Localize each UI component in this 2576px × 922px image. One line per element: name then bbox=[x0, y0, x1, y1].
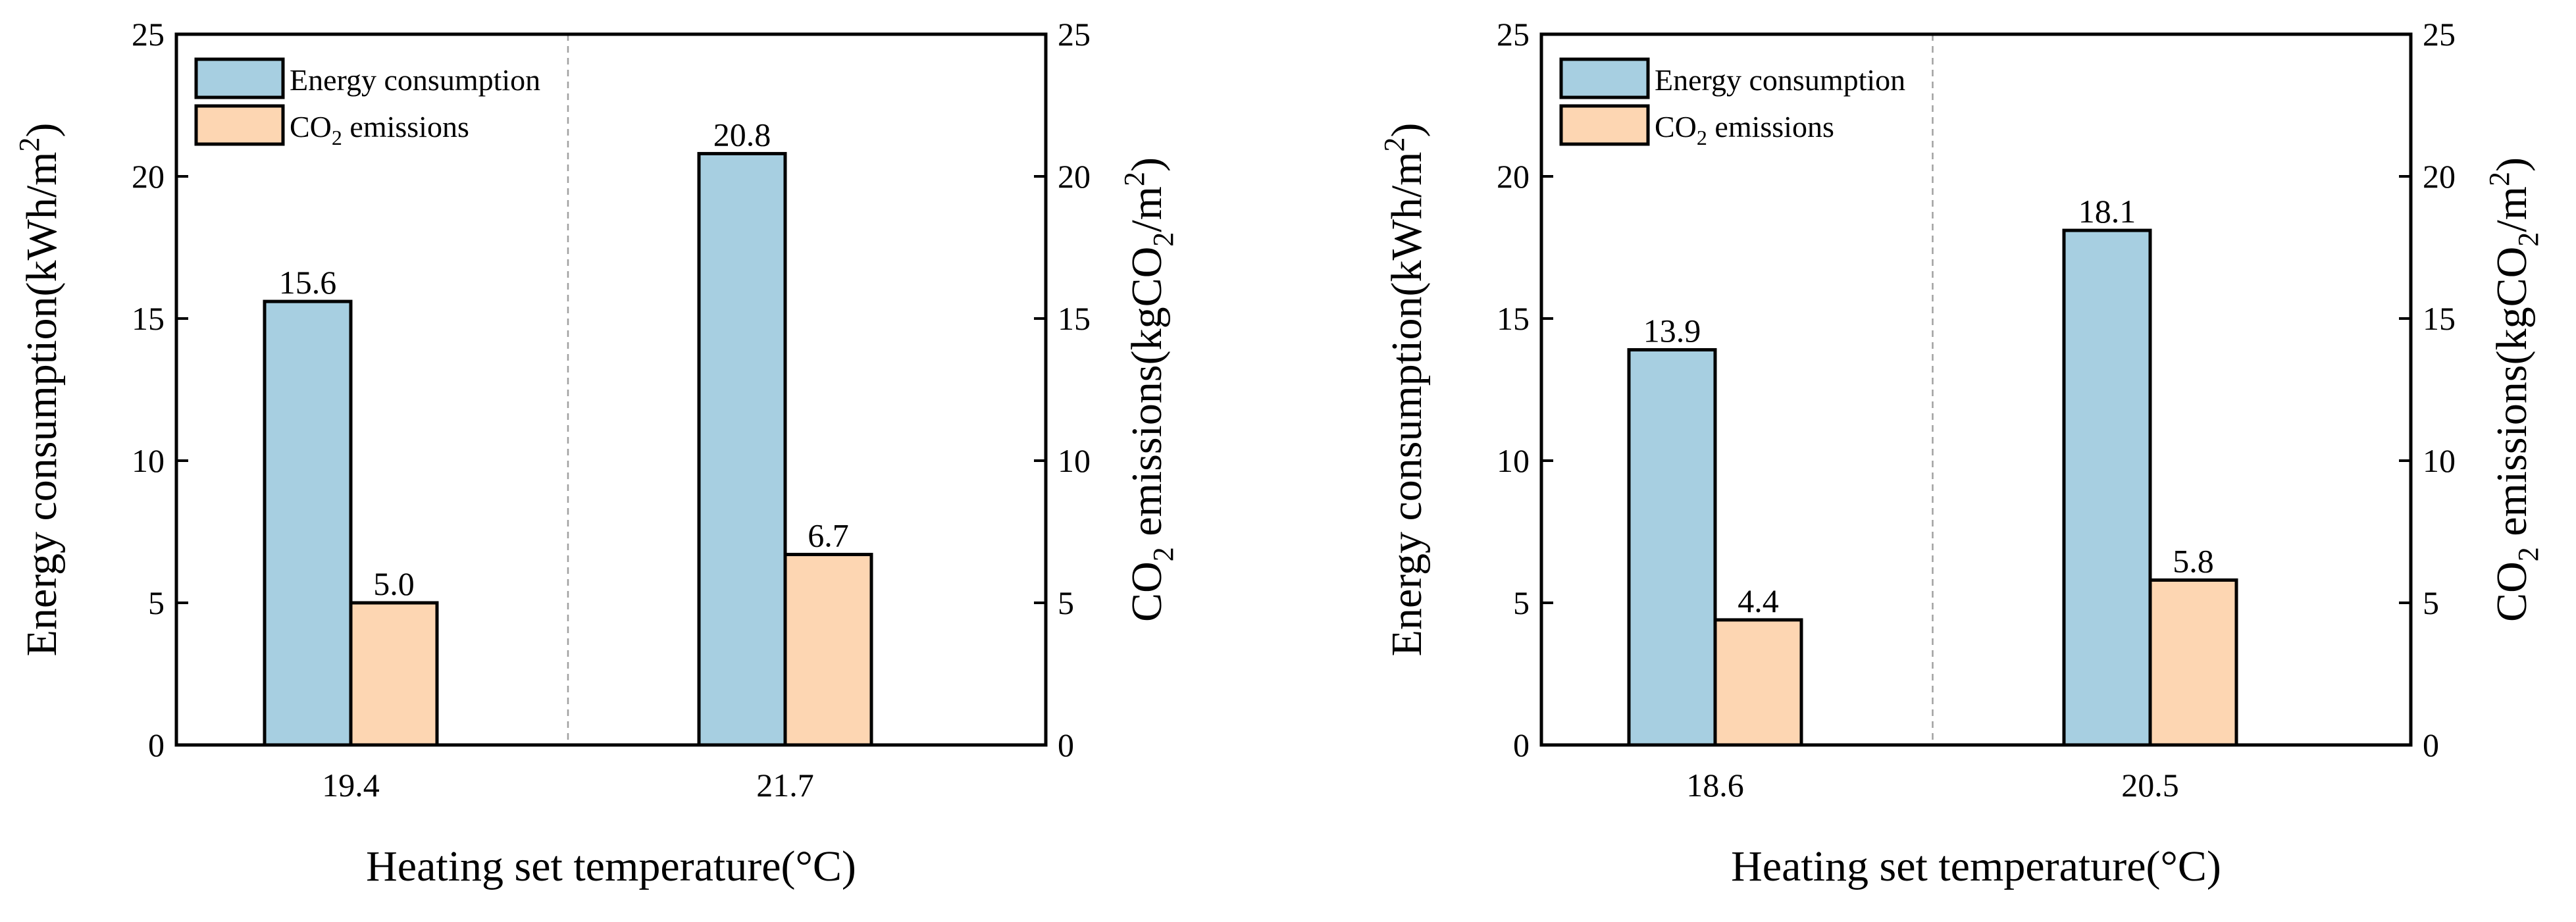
energy-value-label-1: 13.9 bbox=[1643, 313, 1701, 349]
energy-value-label-2: 18.1 bbox=[2078, 193, 2136, 230]
co2-bar-1 bbox=[349, 601, 439, 747]
legend-label-energy: Energy consumption bbox=[1655, 63, 1905, 97]
left-y-tick-label: 5 bbox=[148, 584, 165, 621]
left-y-axis-title: Energy consumption(kWh/m2) bbox=[13, 123, 66, 657]
plot-frame bbox=[174, 32, 1048, 747]
right-y-title-part: /m bbox=[1123, 186, 1171, 232]
legend-co2-text: CO bbox=[290, 110, 332, 143]
co2-value-label-2: 6.7 bbox=[808, 517, 849, 554]
co2-value-label-2: 5.8 bbox=[2173, 542, 2214, 579]
plot-frame bbox=[1539, 32, 2413, 747]
right-y-tick-label: 0 bbox=[1058, 727, 1074, 763]
legend-co2-text: CO bbox=[1655, 110, 1697, 143]
legend-swatch-co2 bbox=[194, 104, 285, 146]
right-y-title-subscript: 2 bbox=[2512, 232, 2544, 247]
chart-panel-1: 15.6 20.8 5.0 6.7 0 0 5 5 10 10 15 15 20 20 25 25 19.4 21… bbox=[13, 16, 1179, 890]
left-y-tick-label: 0 bbox=[1513, 727, 1530, 763]
right-y-tick-label: 20 bbox=[1058, 158, 1091, 195]
legend-swatch-energy bbox=[194, 57, 285, 99]
right-y-title-end: ) bbox=[1123, 157, 1171, 172]
legend-swatch-co2 bbox=[1559, 104, 1650, 146]
x-axis-title: Heating set temperature(°C) bbox=[1731, 842, 2221, 890]
x-tick-label-1: 18.6 bbox=[1686, 767, 1744, 804]
left-y-title-text: Energy consumption(kWh/m bbox=[1383, 152, 1431, 657]
energy-bar-2 bbox=[697, 151, 787, 747]
co2-value-label-1: 4.4 bbox=[1738, 582, 1779, 619]
left-y-tick-label: 15 bbox=[1497, 300, 1530, 337]
right-y-title-part: emissions(kgCO bbox=[2488, 247, 2536, 548]
left-y-tick-label: 15 bbox=[132, 300, 165, 337]
co2-value-label-1: 5.0 bbox=[373, 565, 415, 602]
right-y-title-subscript: 2 bbox=[1147, 547, 1179, 561]
right-y-title-subscript: 2 bbox=[1147, 232, 1179, 247]
right-y-tick-label: 0 bbox=[2423, 727, 2439, 763]
right-y-title-subscript: 2 bbox=[2512, 547, 2544, 561]
right-y-axis-title: CO2 emissions(kgCO2/m2) bbox=[2483, 157, 2544, 622]
left-y-tick-label: 25 bbox=[1497, 16, 1530, 53]
legend-co2-subscript: 2 bbox=[332, 126, 342, 149]
x-tick-label-1: 19.4 bbox=[322, 767, 380, 804]
right-y-tick-label: 15 bbox=[2423, 300, 2456, 337]
right-y-title-part: /m bbox=[2488, 186, 2536, 232]
left-y-tick-label: 5 bbox=[1513, 584, 1530, 621]
chart-panel-2: 13.9 18.1 4.4 5.8 0 0 5 5 10 10 15 15 20 20 25 25 18.6 20… bbox=[1378, 16, 2544, 890]
x-axis-title: Heating set temperature(°C) bbox=[366, 842, 856, 890]
left-y-title-end: ) bbox=[1383, 123, 1431, 138]
right-y-tick-label: 25 bbox=[1058, 16, 1091, 53]
energy-bar-2 bbox=[2062, 228, 2152, 747]
co2-bar-1 bbox=[1713, 618, 1803, 747]
legend-co2-rest: emissions bbox=[1707, 110, 1834, 143]
left-y-tick-label: 10 bbox=[132, 442, 165, 479]
co2-bar-2 bbox=[783, 553, 873, 747]
right-y-title-part: emissions(kgCO bbox=[1123, 247, 1171, 548]
legend-label-energy: Energy consumption bbox=[290, 63, 540, 97]
right-y-tick-label: 5 bbox=[2423, 584, 2439, 621]
right-y-tick-label: 5 bbox=[1058, 584, 1074, 621]
x-tick-label-2: 21.7 bbox=[756, 767, 814, 804]
right-y-title-superscript: 2 bbox=[1118, 172, 1150, 186]
right-y-title-end: ) bbox=[2488, 157, 2536, 172]
left-y-title-superscript: 2 bbox=[13, 138, 45, 152]
left-y-axis-title: Energy consumption(kWh/m2) bbox=[1378, 123, 1431, 657]
right-y-tick-label: 20 bbox=[2423, 158, 2456, 195]
left-y-tick-label: 25 bbox=[132, 16, 165, 53]
left-y-tick-label: 20 bbox=[1497, 158, 1530, 195]
energy-bar-1 bbox=[263, 299, 353, 747]
co2-bar-2 bbox=[2148, 578, 2238, 747]
legend-label-co2: CO2 emissions bbox=[290, 110, 469, 149]
left-y-tick-label: 20 bbox=[132, 158, 165, 195]
left-y-title-text: Energy consumption(kWh/m bbox=[18, 152, 66, 657]
right-y-tick-label: 10 bbox=[1058, 442, 1091, 479]
right-y-title-part: CO bbox=[1123, 561, 1171, 622]
legend-co2-rest: emissions bbox=[342, 110, 469, 143]
right-y-tick-label: 15 bbox=[1058, 300, 1091, 337]
left-y-title-superscript: 2 bbox=[1378, 138, 1410, 152]
left-y-title-end: ) bbox=[18, 123, 66, 138]
left-y-tick-label: 0 bbox=[148, 727, 165, 763]
right-y-tick-label: 10 bbox=[2423, 442, 2456, 479]
right-y-tick-label: 25 bbox=[2423, 16, 2456, 53]
right-y-axis-title: CO2 emissions(kgCO2/m2) bbox=[1118, 157, 1179, 622]
x-tick-label-2: 20.5 bbox=[2121, 767, 2179, 804]
energy-value-label-2: 20.8 bbox=[713, 116, 771, 153]
legend-co2-subscript: 2 bbox=[1697, 126, 1707, 149]
energy-bar-1 bbox=[1627, 348, 1717, 747]
right-y-title-part: CO bbox=[2488, 561, 2536, 622]
right-y-title-superscript: 2 bbox=[2483, 172, 2515, 186]
legend-label-co2: CO2 emissions bbox=[1655, 110, 1834, 149]
legend-swatch-energy bbox=[1559, 57, 1650, 99]
energy-value-label-1: 15.6 bbox=[279, 264, 337, 301]
left-y-tick-label: 10 bbox=[1497, 442, 1530, 479]
